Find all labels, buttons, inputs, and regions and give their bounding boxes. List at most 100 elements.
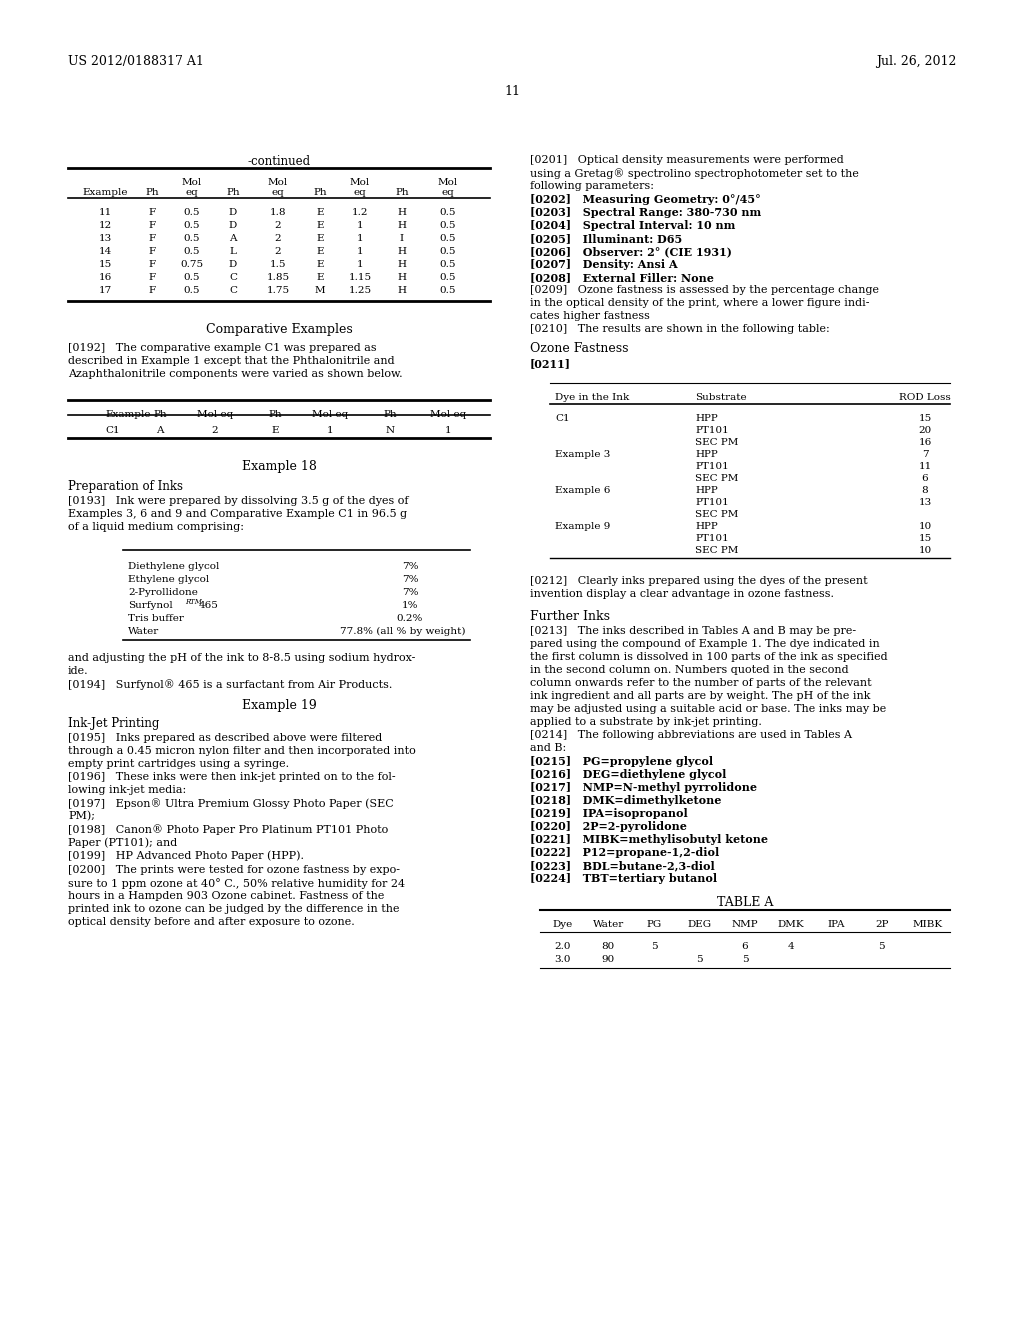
Text: [0199]   HP Advanced Photo Paper (HPP).: [0199] HP Advanced Photo Paper (HPP). (68, 850, 304, 861)
Text: 13: 13 (919, 498, 932, 507)
Text: IPA: IPA (827, 920, 845, 929)
Text: 20: 20 (919, 426, 932, 436)
Text: sure to 1 ppm ozone at 40° C., 50% relative humidity for 24: sure to 1 ppm ozone at 40° C., 50% relat… (68, 878, 406, 888)
Text: [0210]   The results are shown in the following table:: [0210] The results are shown in the foll… (530, 323, 829, 334)
Text: PT101: PT101 (695, 535, 729, 543)
Text: -continued: -continued (248, 154, 310, 168)
Text: Examples 3, 6 and 9 and Comparative Example C1 in 96.5 g: Examples 3, 6 and 9 and Comparative Exam… (68, 510, 408, 519)
Text: eq: eq (185, 187, 199, 197)
Text: US 2012/0188317 A1: US 2012/0188317 A1 (68, 55, 204, 69)
Text: Ph: Ph (145, 187, 159, 197)
Text: E: E (316, 234, 324, 243)
Text: Ozone Fastness: Ozone Fastness (530, 342, 629, 355)
Text: Ph: Ph (395, 187, 409, 197)
Text: 11: 11 (98, 209, 112, 216)
Text: 1%: 1% (401, 601, 418, 610)
Text: Example 3: Example 3 (555, 450, 610, 459)
Text: Example 6: Example 6 (555, 486, 610, 495)
Text: 0.5: 0.5 (183, 220, 201, 230)
Text: Diethylene glycol: Diethylene glycol (128, 562, 219, 572)
Text: Example: Example (82, 187, 128, 197)
Text: 1: 1 (327, 426, 334, 436)
Text: 17: 17 (98, 286, 112, 294)
Text: may be adjusted using a suitable acid or base. The inks may be: may be adjusted using a suitable acid or… (530, 704, 886, 714)
Text: Ph: Ph (154, 411, 167, 418)
Text: D: D (229, 209, 238, 216)
Text: 1.15: 1.15 (348, 273, 372, 282)
Text: 6: 6 (741, 942, 749, 950)
Text: hours in a Hampden 903 Ozone cabinet. Fastness of the: hours in a Hampden 903 Ozone cabinet. Fa… (68, 891, 384, 902)
Text: 10: 10 (919, 521, 932, 531)
Text: [0223]   BDL=butane-2,3-diol: [0223] BDL=butane-2,3-diol (530, 861, 715, 871)
Text: printed ink to ozone can be judged by the difference in the: printed ink to ozone can be judged by th… (68, 904, 399, 913)
Text: F: F (148, 260, 156, 269)
Text: Mol: Mol (438, 178, 458, 187)
Text: PM);: PM); (68, 810, 95, 821)
Text: 0.5: 0.5 (439, 220, 457, 230)
Text: [0220]   2P=2-pyrolidone: [0220] 2P=2-pyrolidone (530, 821, 687, 832)
Text: ink ingredient and all parts are by weight. The pH of the ink: ink ingredient and all parts are by weig… (530, 690, 870, 701)
Text: D: D (229, 220, 238, 230)
Text: 90: 90 (602, 954, 615, 964)
Text: HPP: HPP (695, 450, 718, 459)
Text: Ph: Ph (268, 411, 282, 418)
Text: 6: 6 (922, 474, 929, 483)
Text: 2.0: 2.0 (555, 942, 571, 950)
Text: through a 0.45 micron nylon filter and then incorporated into: through a 0.45 micron nylon filter and t… (68, 746, 416, 756)
Text: [0213]   The inks described in Tables A and B may be pre-: [0213] The inks described in Tables A an… (530, 626, 856, 636)
Text: column onwards refer to the number of parts of the relevant: column onwards refer to the number of pa… (530, 678, 871, 688)
Text: 0.5: 0.5 (183, 247, 201, 256)
Text: [0196]   These inks were then ink-jet printed on to the fol-: [0196] These inks were then ink-jet prin… (68, 772, 395, 781)
Text: [0214]   The following abbreviations are used in Tables A: [0214] The following abbreviations are u… (530, 730, 852, 741)
Text: 5: 5 (650, 942, 657, 950)
Text: 1: 1 (444, 426, 452, 436)
Text: E: E (316, 247, 324, 256)
Text: 2: 2 (212, 426, 218, 436)
Text: F: F (148, 220, 156, 230)
Text: Mol eq: Mol eq (430, 411, 466, 418)
Text: MIBK: MIBK (912, 920, 942, 929)
Text: HPP: HPP (695, 486, 718, 495)
Text: 12: 12 (98, 220, 112, 230)
Text: 0.5: 0.5 (439, 273, 457, 282)
Text: E: E (316, 220, 324, 230)
Text: [0221]   MIBK=methylisobutyl ketone: [0221] MIBK=methylisobutyl ketone (530, 834, 768, 845)
Text: L: L (229, 247, 237, 256)
Text: invention display a clear advantage in ozone fastness.: invention display a clear advantage in o… (530, 589, 834, 599)
Text: 1: 1 (356, 220, 364, 230)
Text: E: E (316, 209, 324, 216)
Text: C: C (229, 273, 237, 282)
Text: Example: Example (105, 411, 151, 418)
Text: 15: 15 (98, 260, 112, 269)
Text: E: E (316, 260, 324, 269)
Text: F: F (148, 234, 156, 243)
Text: in the second column on. Numbers quoted in the second: in the second column on. Numbers quoted … (530, 665, 849, 675)
Text: [0211]: [0211] (530, 358, 571, 370)
Text: using a Gretag® spectrolino spectrophotometer set to the: using a Gretag® spectrolino spectrophoto… (530, 168, 859, 178)
Text: of a liquid medium comprising:: of a liquid medium comprising: (68, 521, 244, 532)
Text: 7%: 7% (401, 576, 418, 583)
Text: 0.2%: 0.2% (397, 614, 423, 623)
Text: HPP: HPP (695, 521, 718, 531)
Text: [0192]   The comparative example C1 was prepared as: [0192] The comparative example C1 was pr… (68, 343, 377, 352)
Text: E: E (271, 426, 279, 436)
Text: cates higher fastness: cates higher fastness (530, 312, 650, 321)
Text: Mol: Mol (182, 178, 202, 187)
Text: [0217]   NMP=N-methyl pyrrolidone: [0217] NMP=N-methyl pyrrolidone (530, 781, 757, 793)
Text: Ph: Ph (226, 187, 240, 197)
Text: Mol: Mol (350, 178, 370, 187)
Text: eq: eq (271, 187, 285, 197)
Text: F: F (148, 273, 156, 282)
Text: [0197]   Epson® Ultra Premium Glossy Photo Paper (SEC: [0197] Epson® Ultra Premium Glossy Photo… (68, 799, 394, 809)
Text: M: M (314, 286, 326, 294)
Text: [0205]   Illuminant: D65: [0205] Illuminant: D65 (530, 234, 682, 244)
Text: H: H (397, 247, 407, 256)
Text: Ink-Jet Printing: Ink-Jet Printing (68, 717, 160, 730)
Text: SEC PM: SEC PM (695, 474, 738, 483)
Text: [0201]   Optical density measurements were performed: [0201] Optical density measurements were… (530, 154, 844, 165)
Text: SEC PM: SEC PM (695, 546, 738, 554)
Text: [0194]   Surfynol® 465 is a surfactant from Air Products.: [0194] Surfynol® 465 is a surfactant fro… (68, 678, 392, 690)
Text: 5: 5 (879, 942, 885, 950)
Text: F: F (148, 247, 156, 256)
Text: E: E (316, 273, 324, 282)
